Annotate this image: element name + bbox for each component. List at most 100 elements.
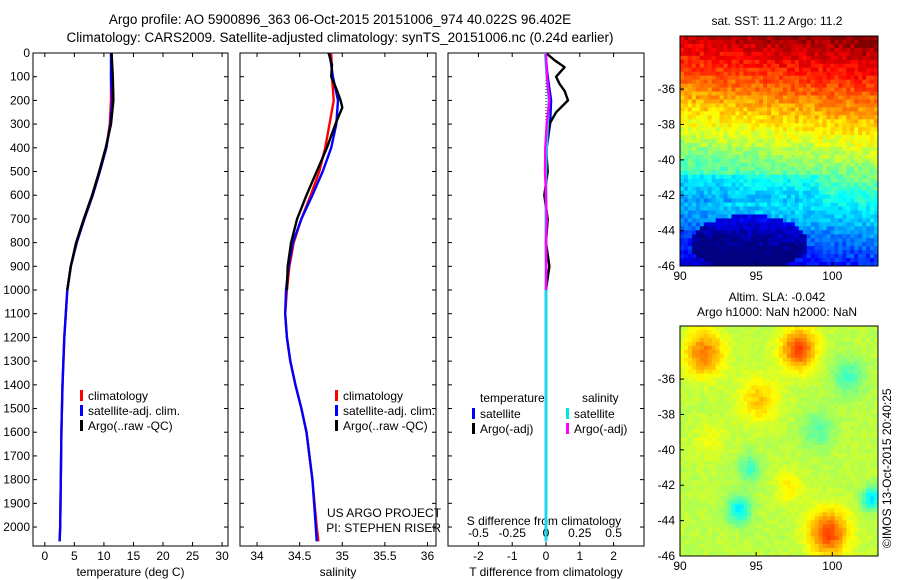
heatmap-cell — [687, 214, 693, 220]
heatmap-cell — [735, 349, 740, 355]
heatmap-cell — [802, 103, 808, 108]
heatmap-cell — [850, 214, 855, 220]
heatmap-cell — [814, 341, 820, 347]
heatmap-cell — [806, 448, 812, 454]
heatmap-cell — [838, 409, 843, 414]
heatmap-cell — [810, 444, 816, 450]
heatmap-cell — [775, 417, 780, 422]
heatmap-cell — [854, 123, 859, 128]
heatmap-cell — [834, 337, 839, 343]
heatmap-cell — [715, 464, 721, 470]
heatmap-cell — [842, 385, 847, 391]
heatmap-cell — [727, 405, 733, 410]
heatmap-cell — [743, 47, 748, 53]
heatmap-cell — [707, 43, 713, 49]
heatmap-cell — [739, 369, 744, 375]
heatmap-cell — [826, 433, 832, 438]
sst-map-frame — [679, 35, 879, 267]
heatmap-cell — [779, 36, 784, 41]
heatmap-cell — [699, 353, 705, 359]
heatmap-cell — [751, 170, 756, 176]
heatmap-cell — [798, 87, 804, 93]
heatmap-cell — [743, 385, 748, 391]
heatmap-cell — [782, 409, 788, 414]
heatmap-cell — [743, 107, 748, 112]
heatmap-cell — [794, 444, 800, 450]
heatmap-cell — [723, 464, 729, 470]
heatmap-cell — [838, 441, 843, 446]
heatmap-cell — [767, 226, 772, 231]
heatmap-cell — [870, 333, 875, 339]
heatmap-cell — [771, 127, 776, 132]
heatmap-cell — [842, 127, 847, 132]
heatmap-cell — [691, 194, 697, 200]
heatmap-cell — [858, 389, 863, 395]
heatmap-cell — [747, 361, 752, 367]
heatmap-cell — [691, 425, 697, 430]
heatmap-cell — [739, 151, 744, 156]
heatmap-cell — [810, 401, 816, 406]
heatmap-cell — [822, 413, 828, 418]
heatmap-cell — [782, 464, 788, 470]
heatmap-cell — [838, 162, 843, 168]
heatmap-cell — [747, 341, 752, 347]
heatmap-cell — [695, 79, 701, 85]
heatmap-cell — [711, 405, 717, 410]
heatmap-cell — [826, 186, 832, 192]
heatmap-cell — [680, 147, 685, 152]
heatmap-cell — [846, 143, 851, 148]
heatmap-cell — [715, 178, 721, 184]
heatmap-cell — [862, 154, 867, 160]
heatmap-cell — [727, 357, 733, 363]
heatmap-cell — [790, 51, 796, 57]
heatmap-cell — [691, 123, 697, 128]
heatmap-cell — [798, 131, 804, 136]
heatmap-cell — [751, 174, 756, 180]
heatmap-cell — [687, 230, 693, 235]
heatmap-cell — [842, 99, 847, 105]
heatmap-cell — [790, 127, 796, 132]
heatmap-cell — [715, 67, 721, 73]
heatmap-cell — [822, 393, 828, 398]
heatmap-cell — [826, 329, 832, 335]
heatmap-cell — [703, 218, 709, 223]
heatmap-cell — [723, 365, 729, 371]
heatmap-cell — [771, 413, 776, 418]
heatmap-cell — [842, 59, 847, 65]
heatmap-cell — [798, 226, 804, 231]
heatmap-cell — [846, 79, 851, 85]
heatmap-cell — [739, 43, 744, 49]
heatmap-cell — [854, 333, 859, 339]
heatmap-cell — [699, 345, 705, 351]
heatmap-cell — [850, 421, 855, 426]
heatmap-cell — [814, 262, 820, 266]
heatmap-cell — [759, 190, 764, 196]
heatmap-cell — [842, 55, 847, 61]
heatmap-cell — [723, 166, 729, 172]
heatmap-cell — [691, 206, 697, 212]
heatmap-cell — [806, 55, 812, 61]
heatmap-cell — [695, 329, 701, 335]
heatmap-cell — [743, 166, 748, 172]
heatmap-cell — [826, 151, 832, 156]
heatmap-cell — [691, 373, 697, 379]
heatmap-cell — [763, 329, 768, 335]
heatmap-cell — [743, 326, 748, 331]
heatmap-cell — [838, 147, 843, 152]
heatmap-cell — [838, 75, 843, 81]
heatmap-cell — [814, 460, 820, 466]
heatmap-cell — [806, 202, 812, 208]
heatmap-cell — [782, 139, 788, 144]
heatmap-cell — [874, 389, 878, 395]
heatmap-cell — [743, 409, 748, 414]
heatmap-cell — [680, 198, 685, 204]
heatmap-cell — [751, 421, 756, 426]
heatmap-cell — [775, 397, 780, 402]
heatmap-cell — [715, 448, 721, 454]
heatmap-cell — [759, 226, 764, 231]
heatmap-cell — [691, 47, 697, 53]
heatmap-cell — [790, 456, 796, 462]
heatmap-cell — [687, 206, 693, 212]
heatmap-cell — [782, 405, 788, 410]
heatmap-cell — [779, 127, 784, 132]
